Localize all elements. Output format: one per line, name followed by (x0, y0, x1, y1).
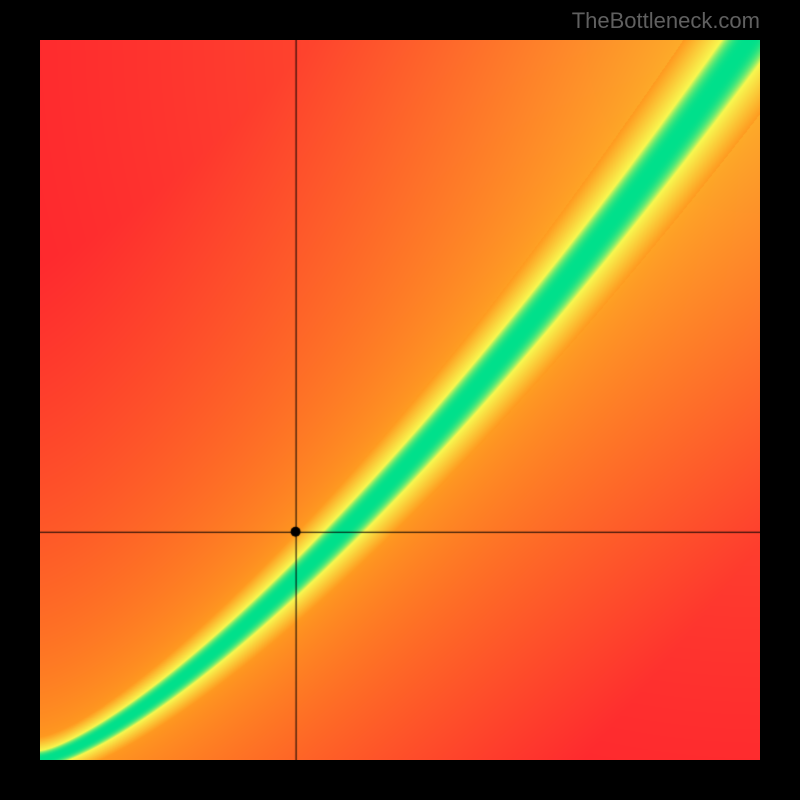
bottleneck-heatmap (40, 40, 760, 760)
watermark-text: TheBottleneck.com (572, 8, 760, 34)
